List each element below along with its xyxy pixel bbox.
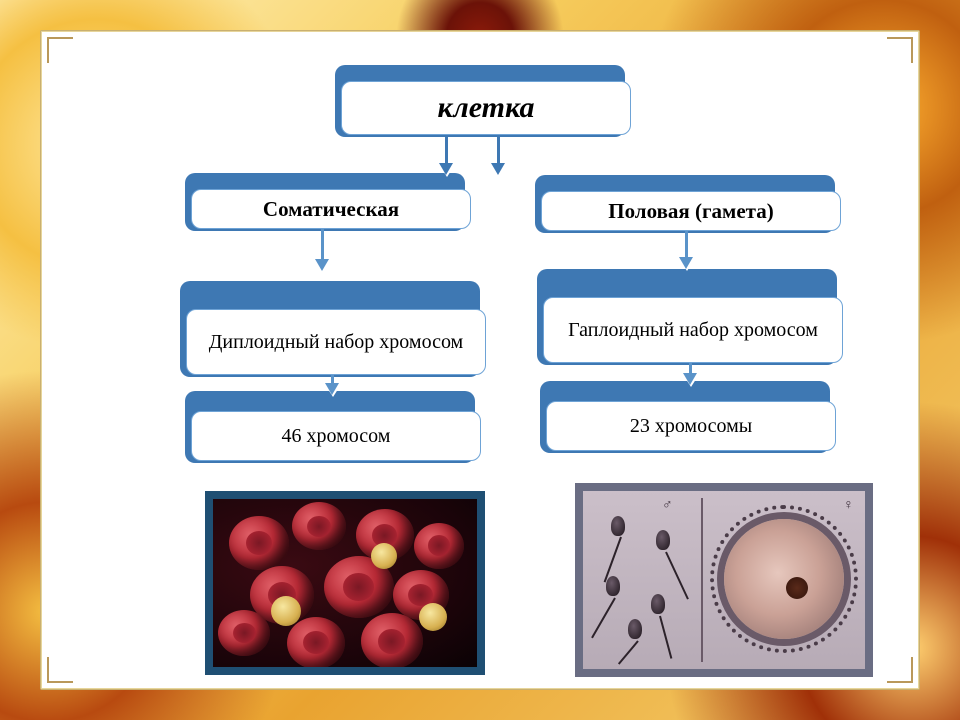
node-left1: Соматическая — [191, 189, 471, 229]
node-label: Соматическая — [191, 189, 471, 229]
node-right3: 23 хромосомы — [546, 401, 836, 451]
node-label: Диплоидный набор хромосом — [186, 309, 486, 375]
node-left3: 46 хромосом — [191, 411, 481, 461]
connector-arrow — [497, 135, 500, 173]
node-label: клетка — [341, 81, 631, 135]
connector-arrow — [689, 363, 692, 383]
node-label: Гаплоидный набор хромосом — [543, 297, 843, 363]
node-label: 46 хромосом — [191, 411, 481, 461]
connector-arrow — [445, 135, 448, 173]
somatic-cells-illustration — [205, 491, 485, 675]
male-symbol: ♂ — [662, 496, 673, 512]
node-right2: Гаплоидный набор хромосом — [543, 297, 843, 363]
node-right1: Половая (гамета) — [541, 191, 841, 231]
corner-decoration — [47, 657, 73, 683]
node-root: клетка — [341, 81, 631, 135]
connector-arrow — [685, 231, 688, 267]
corner-decoration — [47, 37, 73, 63]
gametes-scene: ♂ ♀ — [583, 491, 865, 669]
node-label: 23 хромосомы — [546, 401, 836, 451]
corner-decoration — [887, 657, 913, 683]
node-label: Половая (гамета) — [541, 191, 841, 231]
female-symbol: ♀ — [843, 496, 854, 512]
gamete-cells-illustration: ♂ ♀ — [575, 483, 873, 677]
node-left2: Диплоидный набор хромосом — [186, 309, 486, 375]
corner-decoration — [887, 37, 913, 63]
connector-arrow — [331, 375, 334, 393]
content-panel: клетка Соматическая Половая (гамета) Диплои… — [40, 30, 920, 690]
blood-cells-scene — [213, 499, 477, 667]
connector-arrow — [321, 229, 324, 269]
